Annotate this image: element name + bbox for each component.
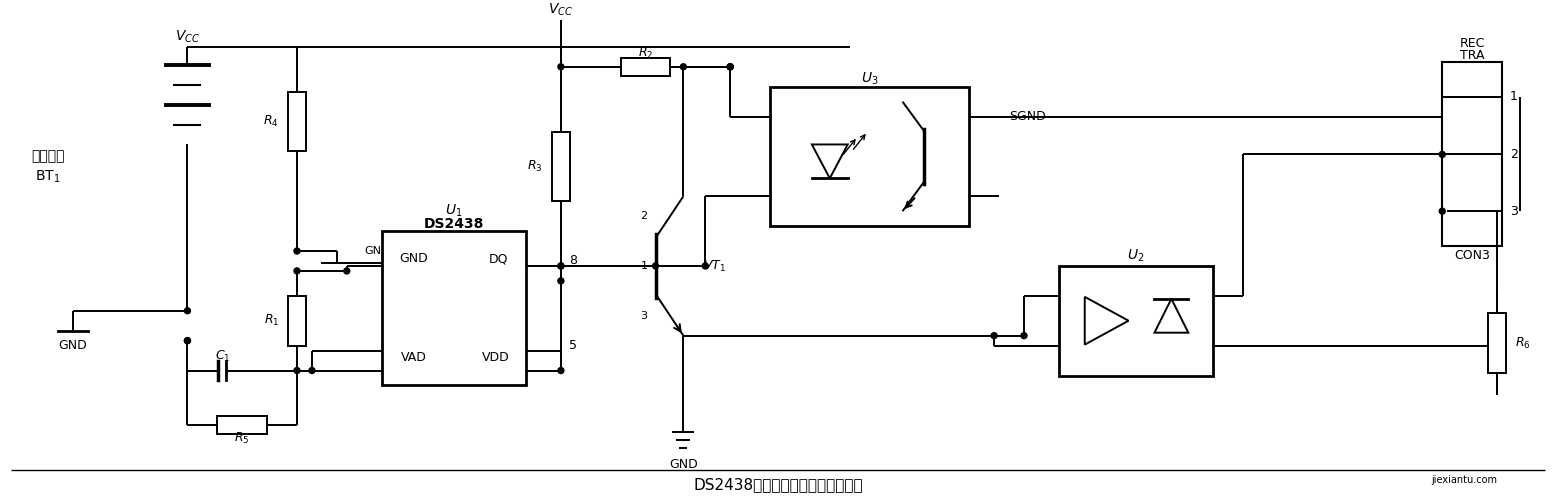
Circle shape (727, 64, 733, 70)
Text: $V_{CC}$: $V_{CC}$ (548, 2, 574, 18)
Text: 2: 2 (641, 211, 647, 221)
Text: $R_6$: $R_6$ (1516, 336, 1531, 351)
Bar (1488, 313, 1506, 373)
Text: GND: GND (400, 252, 428, 265)
Circle shape (310, 368, 314, 374)
Circle shape (1021, 333, 1027, 339)
Circle shape (991, 333, 997, 339)
Bar (621, 58, 671, 76)
Text: GND: GND (669, 458, 697, 471)
Text: $U_2$: $U_2$ (1128, 248, 1145, 264)
Text: DS2438: DS2438 (423, 217, 484, 231)
Text: VAD: VAD (400, 351, 426, 364)
Text: 8: 8 (569, 254, 577, 267)
Bar (552, 131, 569, 201)
Text: $R_2$: $R_2$ (638, 46, 654, 61)
Circle shape (652, 263, 658, 269)
Bar (381, 231, 526, 385)
Bar (1442, 62, 1502, 246)
Circle shape (1439, 151, 1446, 157)
Circle shape (185, 338, 190, 344)
Circle shape (294, 368, 300, 374)
Text: 3: 3 (641, 311, 647, 321)
Text: 5: 5 (569, 339, 577, 352)
Text: $C_1$: $C_1$ (215, 349, 230, 364)
Text: SGND: SGND (1008, 110, 1046, 123)
Polygon shape (1085, 297, 1128, 345)
Text: $R_5$: $R_5$ (235, 431, 251, 446)
Text: $U_1$: $U_1$ (445, 203, 462, 220)
Text: CON3: CON3 (1455, 249, 1491, 262)
Circle shape (185, 308, 190, 314)
Text: VDD: VDD (482, 351, 510, 364)
Text: $U_3$: $U_3$ (860, 71, 879, 87)
Circle shape (559, 278, 563, 284)
Polygon shape (812, 144, 848, 178)
Text: TRA: TRA (1460, 49, 1484, 62)
Circle shape (559, 368, 563, 374)
Text: DQ: DQ (489, 252, 507, 265)
Text: $R_4$: $R_4$ (263, 114, 279, 129)
Text: GND1: GND1 (364, 246, 397, 256)
Circle shape (185, 338, 190, 344)
Circle shape (294, 248, 300, 254)
Bar (288, 92, 307, 151)
Text: DS2438用于测量动力电池组电路图: DS2438用于测量动力电池组电路图 (692, 478, 864, 493)
Text: $R_1$: $R_1$ (263, 313, 279, 328)
Text: 蓄电池组: 蓄电池组 (31, 149, 65, 163)
Bar (770, 87, 969, 226)
Text: 3: 3 (1509, 205, 1519, 218)
Circle shape (559, 263, 563, 269)
Circle shape (559, 64, 563, 70)
Bar (288, 296, 307, 346)
Bar (1058, 266, 1214, 375)
Text: $VT_1$: $VT_1$ (703, 258, 727, 273)
Bar (218, 416, 268, 434)
Circle shape (559, 263, 563, 269)
Circle shape (702, 263, 708, 269)
Text: jiexiantu.com: jiexiantu.com (1432, 475, 1497, 485)
Text: 1: 1 (1509, 90, 1519, 103)
Text: $R_3$: $R_3$ (527, 159, 543, 174)
Circle shape (680, 64, 686, 70)
Circle shape (727, 64, 733, 70)
Text: 1: 1 (641, 261, 647, 271)
Text: BT$_1$: BT$_1$ (36, 168, 61, 185)
Text: GND: GND (59, 339, 87, 352)
Circle shape (1439, 208, 1446, 214)
Text: $V_{CC}$: $V_{CC}$ (174, 29, 201, 45)
Circle shape (344, 268, 350, 274)
Circle shape (294, 268, 300, 274)
Text: 2: 2 (1509, 148, 1519, 161)
Polygon shape (1155, 299, 1189, 333)
Text: REC: REC (1460, 37, 1484, 50)
Circle shape (727, 64, 733, 70)
